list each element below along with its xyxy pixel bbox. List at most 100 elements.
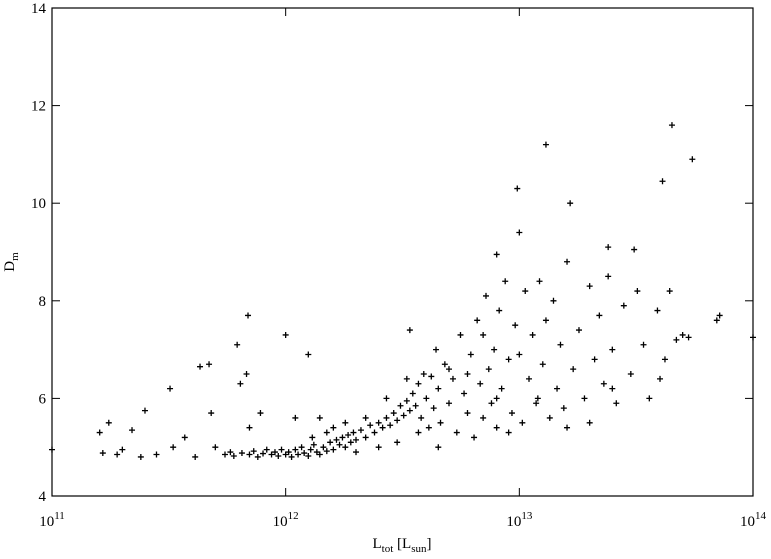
point <box>550 297 557 304</box>
point <box>282 331 289 338</box>
point <box>206 361 213 368</box>
point <box>461 390 468 397</box>
point <box>263 446 270 453</box>
point <box>238 450 245 457</box>
point <box>167 385 174 392</box>
point <box>498 385 505 392</box>
point <box>441 361 448 368</box>
point <box>227 449 234 456</box>
point <box>330 446 337 453</box>
point <box>298 444 305 451</box>
point <box>412 402 419 409</box>
x-tick-base: 10 <box>740 514 755 530</box>
point <box>212 444 219 451</box>
point <box>292 414 299 421</box>
point <box>433 346 440 353</box>
point <box>208 410 215 417</box>
point <box>480 331 487 338</box>
point <box>586 419 593 426</box>
point <box>418 414 425 421</box>
x-tick-label: 1011 <box>39 510 65 530</box>
point <box>254 453 261 460</box>
point <box>689 156 696 163</box>
point <box>181 434 188 441</box>
point <box>505 429 512 436</box>
point <box>668 122 675 129</box>
point <box>257 410 264 417</box>
point <box>496 307 503 314</box>
point <box>477 380 484 387</box>
point <box>493 251 500 258</box>
point <box>575 327 582 334</box>
point <box>295 451 302 458</box>
point <box>362 414 369 421</box>
point <box>435 385 442 392</box>
point <box>400 412 407 419</box>
point <box>394 439 401 446</box>
point <box>609 346 616 353</box>
point <box>409 390 416 397</box>
y-tick-label: 6 <box>39 391 47 407</box>
x-axis-label-part: tot <box>382 543 394 554</box>
point <box>362 434 369 441</box>
point <box>230 452 237 459</box>
point <box>516 351 523 358</box>
y-tick-label: 10 <box>31 196 46 212</box>
point <box>268 451 275 458</box>
point <box>661 356 668 363</box>
point <box>514 185 521 192</box>
x-axis-label: Ltot [Lsun] <box>373 536 432 554</box>
point <box>271 449 278 456</box>
point <box>353 449 360 456</box>
x-tick-exponent: 11 <box>54 510 65 522</box>
point <box>613 400 620 407</box>
point <box>546 414 553 421</box>
point <box>379 424 386 431</box>
point <box>620 302 627 309</box>
point <box>539 361 546 368</box>
point <box>557 341 564 348</box>
point <box>480 414 487 421</box>
point <box>342 444 349 451</box>
point <box>371 429 378 436</box>
point <box>260 450 267 457</box>
point <box>631 246 638 253</box>
point <box>435 444 442 451</box>
point <box>445 366 452 373</box>
point <box>519 419 526 426</box>
point <box>347 439 354 446</box>
point <box>375 444 382 451</box>
x-axis-label-part: sun <box>411 543 427 554</box>
point <box>129 427 136 434</box>
point <box>96 429 103 436</box>
point <box>330 424 337 431</box>
x-tick-base: 10 <box>273 514 288 530</box>
point <box>415 429 422 436</box>
point <box>493 395 500 402</box>
point <box>659 178 666 185</box>
x-axis-label-part: [L <box>393 536 411 552</box>
point <box>516 229 523 236</box>
x-tick-label: 1012 <box>273 510 299 530</box>
point <box>114 451 121 458</box>
y-axis-label-part: m <box>9 252 21 261</box>
point <box>570 366 577 373</box>
point <box>512 322 519 329</box>
point <box>307 446 314 453</box>
point <box>453 429 460 436</box>
point <box>342 419 349 426</box>
point <box>554 385 561 392</box>
point <box>467 351 474 358</box>
point <box>502 278 509 285</box>
point <box>654 307 661 314</box>
y-axis-label-part: D <box>2 261 18 272</box>
point <box>646 395 653 402</box>
point <box>591 356 598 363</box>
point <box>679 331 686 338</box>
point <box>716 312 723 319</box>
point <box>627 371 634 377</box>
point <box>316 414 323 421</box>
point <box>357 427 364 434</box>
point <box>221 451 228 458</box>
